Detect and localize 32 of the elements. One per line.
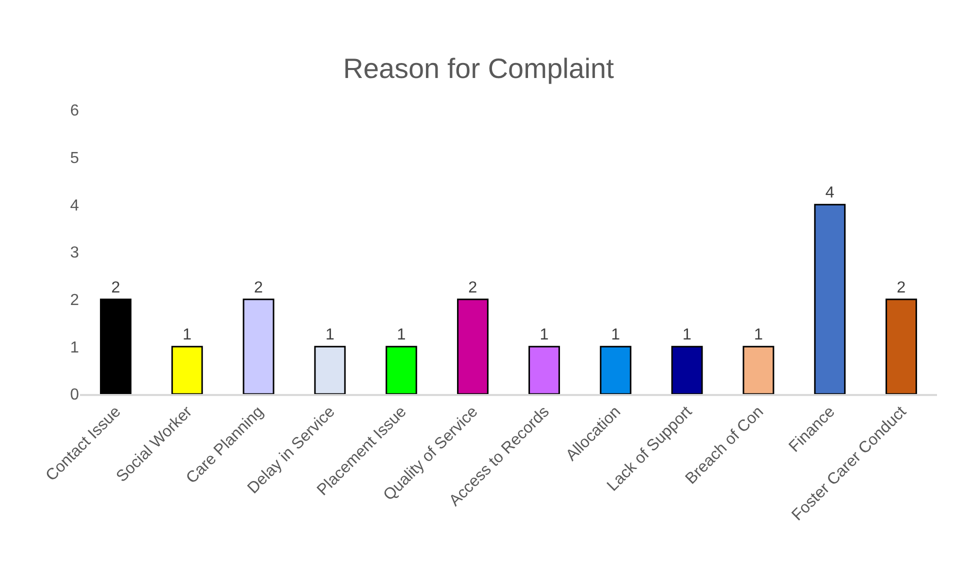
data-label: 1 — [540, 326, 549, 344]
data-label: 2 — [111, 279, 120, 296]
data-label: 2 — [254, 279, 264, 296]
data-label: 1 — [682, 326, 692, 344]
data-label: 1 — [182, 326, 192, 344]
bar — [528, 346, 560, 394]
bar — [457, 298, 489, 394]
data-label: 1 — [325, 326, 334, 344]
data-label: 1 — [611, 326, 620, 344]
data-label: 2 — [468, 279, 478, 296]
bar — [386, 346, 418, 394]
y-tick-label: 5 — [70, 150, 80, 167]
bar — [742, 346, 774, 394]
bar — [314, 346, 346, 394]
bar — [100, 298, 132, 394]
y-tick-label: 6 — [70, 102, 80, 120]
bar — [171, 346, 203, 394]
bar — [886, 298, 918, 394]
bar — [242, 298, 274, 394]
data-label: 1 — [396, 326, 406, 344]
bar — [671, 346, 703, 394]
y-tick-label: 4 — [70, 197, 80, 214]
y-tick-label: 2 — [70, 292, 80, 309]
chart-title: Reason for Complaint — [343, 53, 614, 84]
y-tick-label: 3 — [70, 244, 80, 262]
bar — [814, 204, 846, 394]
data-label: 2 — [896, 279, 906, 296]
bar — [600, 346, 632, 394]
data-label: 4 — [825, 184, 834, 202]
y-tick-label: 0 — [70, 386, 80, 404]
data-label: 1 — [754, 326, 763, 344]
y-tick-label: 1 — [70, 339, 80, 356]
